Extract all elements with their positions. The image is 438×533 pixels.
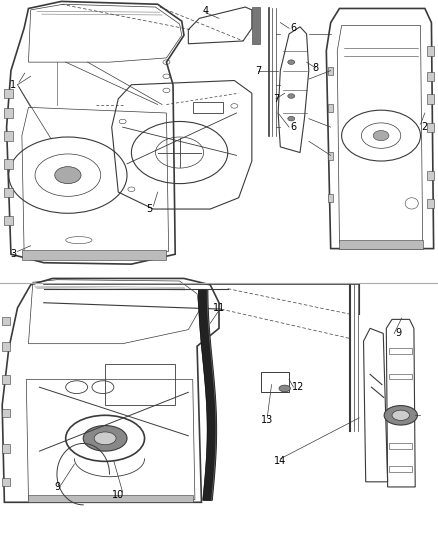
Bar (252, 7, 260, 44)
Bar (328, 194, 333, 202)
Text: 2: 2 (422, 122, 428, 132)
Text: 7: 7 (273, 94, 279, 104)
Text: 6: 6 (290, 122, 297, 132)
Text: 6: 6 (290, 23, 297, 33)
Bar (4, 188, 13, 197)
Text: 10: 10 (112, 490, 124, 499)
Text: 14: 14 (274, 456, 286, 466)
Text: 8: 8 (312, 63, 318, 73)
Bar (4, 159, 13, 169)
Text: 9: 9 (396, 328, 402, 338)
Circle shape (288, 94, 295, 98)
Circle shape (288, 60, 295, 64)
Bar (4, 109, 13, 118)
Text: 5: 5 (146, 204, 152, 214)
Bar (193, 102, 223, 113)
Circle shape (392, 410, 410, 421)
Bar (328, 67, 333, 75)
Text: 7: 7 (255, 66, 261, 76)
Text: 13: 13 (261, 415, 273, 425)
Bar (328, 104, 333, 111)
Text: 3: 3 (10, 249, 16, 259)
Bar (28, 495, 193, 502)
Bar (2, 478, 10, 487)
Bar (427, 94, 434, 104)
Text: 11: 11 (213, 303, 225, 313)
Bar (2, 409, 10, 417)
Circle shape (94, 432, 116, 445)
Bar (2, 317, 10, 325)
Bar (389, 443, 412, 449)
Bar (328, 152, 333, 159)
Text: 12: 12 (292, 382, 304, 392)
Bar (22, 250, 166, 260)
Bar (427, 199, 434, 208)
Bar (4, 88, 13, 98)
Circle shape (384, 406, 417, 425)
Bar (427, 123, 434, 132)
Bar (4, 131, 13, 141)
Bar (339, 240, 423, 248)
Text: 9: 9 (54, 482, 60, 492)
Bar (427, 46, 434, 56)
Bar (2, 445, 10, 453)
Bar (2, 375, 10, 384)
Bar (389, 374, 412, 379)
Circle shape (288, 116, 295, 121)
Bar (105, 364, 175, 405)
Bar (427, 72, 434, 82)
Text: 1: 1 (10, 80, 16, 90)
Bar (2, 342, 10, 351)
Bar (4, 216, 13, 225)
Bar (389, 466, 412, 472)
Circle shape (279, 385, 290, 392)
Bar (261, 372, 289, 392)
Bar (427, 171, 434, 180)
Text: 4: 4 (203, 6, 209, 17)
Bar (389, 348, 412, 354)
Circle shape (373, 131, 389, 141)
Circle shape (55, 167, 81, 183)
Circle shape (83, 425, 127, 451)
